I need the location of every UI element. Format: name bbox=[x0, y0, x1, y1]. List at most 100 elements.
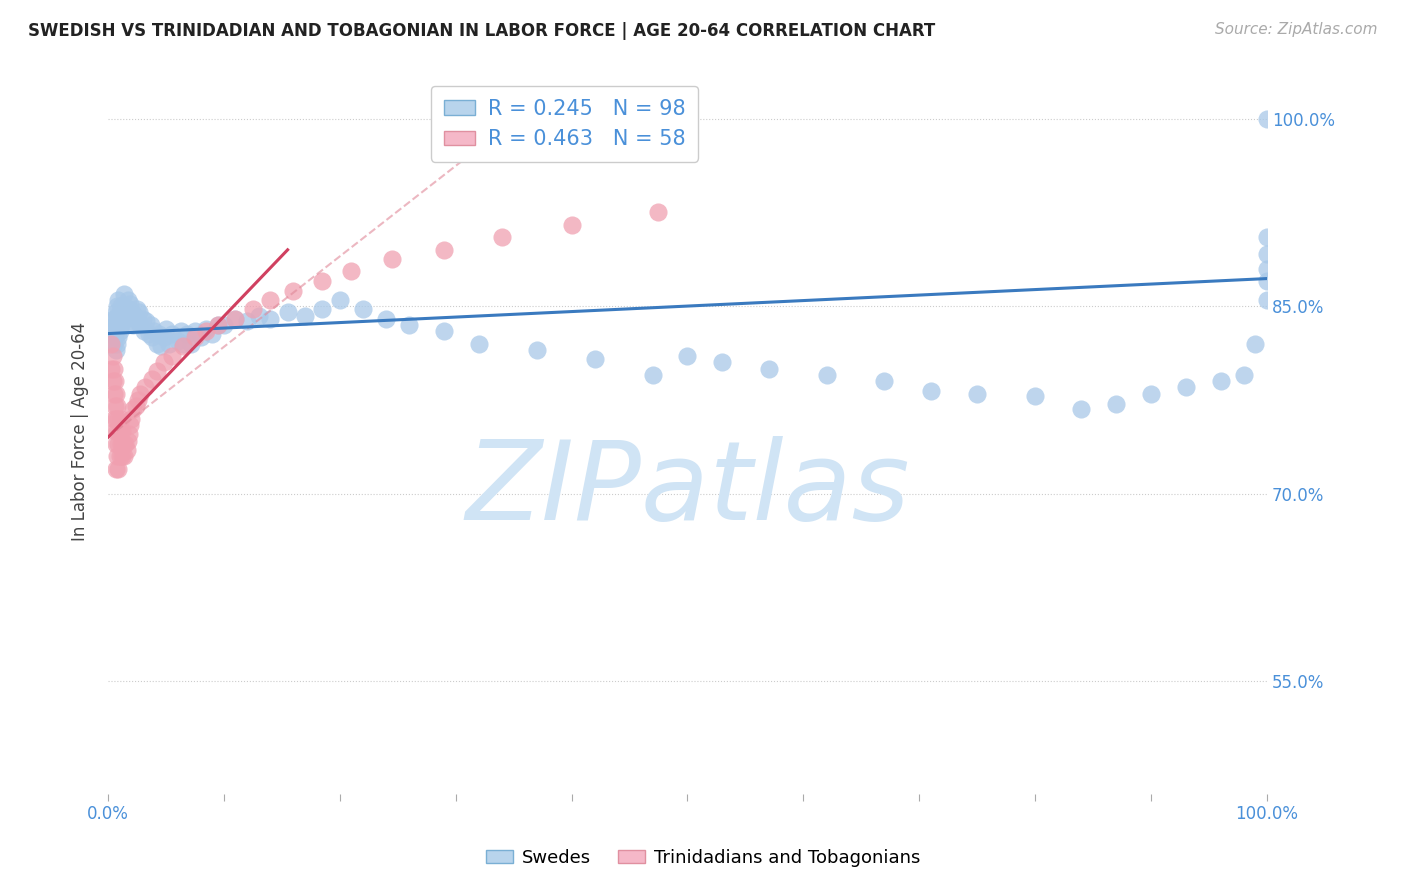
Swedes bbox=[873, 374, 896, 388]
Swedes bbox=[150, 339, 173, 353]
Swedes bbox=[1105, 396, 1128, 410]
Trinidadians and Tobagonians bbox=[101, 349, 124, 363]
Swedes bbox=[641, 368, 664, 382]
Swedes bbox=[112, 305, 135, 319]
Trinidadians and Tobagonians bbox=[125, 399, 148, 413]
Swedes bbox=[1174, 380, 1197, 394]
Swedes bbox=[1209, 374, 1232, 388]
Trinidadians and Tobagonians bbox=[100, 361, 122, 376]
Swedes bbox=[758, 361, 780, 376]
Swedes bbox=[1256, 246, 1278, 260]
Swedes bbox=[172, 336, 194, 351]
Swedes bbox=[129, 318, 152, 332]
Swedes bbox=[105, 324, 128, 338]
Swedes bbox=[1256, 230, 1278, 244]
Swedes bbox=[117, 293, 139, 307]
Trinidadians and Tobagonians bbox=[112, 449, 135, 463]
Trinidadians and Tobagonians bbox=[242, 301, 264, 316]
Swedes bbox=[101, 311, 124, 326]
Trinidadians and Tobagonians bbox=[105, 399, 128, 413]
Trinidadians and Tobagonians bbox=[108, 424, 131, 438]
Swedes bbox=[114, 311, 136, 326]
Swedes bbox=[1233, 368, 1256, 382]
Swedes bbox=[105, 299, 128, 313]
Trinidadians and Tobagonians bbox=[107, 436, 129, 450]
Swedes bbox=[155, 321, 177, 335]
Text: SWEDISH VS TRINIDADIAN AND TOBAGONIAN IN LABOR FORCE | AGE 20-64 CORRELATION CHA: SWEDISH VS TRINIDADIAN AND TOBAGONIAN IN… bbox=[28, 22, 935, 40]
Trinidadians and Tobagonians bbox=[129, 386, 152, 401]
Swedes bbox=[1024, 389, 1046, 403]
Swedes bbox=[1256, 274, 1278, 288]
Swedes bbox=[259, 311, 281, 326]
Trinidadians and Tobagonians bbox=[120, 411, 142, 425]
Text: Source: ZipAtlas.com: Source: ZipAtlas.com bbox=[1215, 22, 1378, 37]
Swedes bbox=[141, 330, 163, 344]
Trinidadians and Tobagonians bbox=[195, 324, 218, 338]
Trinidadians and Tobagonians bbox=[184, 330, 207, 344]
Trinidadians and Tobagonians bbox=[647, 205, 669, 219]
Y-axis label: In Labor Force | Age 20-64: In Labor Force | Age 20-64 bbox=[72, 321, 89, 541]
Swedes bbox=[294, 309, 316, 323]
Trinidadians and Tobagonians bbox=[141, 371, 163, 385]
Trinidadians and Tobagonians bbox=[114, 436, 136, 450]
Swedes bbox=[1244, 336, 1267, 351]
Swedes bbox=[124, 309, 146, 323]
Swedes bbox=[110, 299, 132, 313]
Swedes bbox=[115, 305, 138, 319]
Trinidadians and Tobagonians bbox=[105, 436, 128, 450]
Swedes bbox=[207, 318, 229, 332]
Swedes bbox=[105, 343, 128, 357]
Swedes bbox=[1256, 293, 1278, 307]
Swedes bbox=[105, 305, 128, 319]
Swedes bbox=[176, 326, 198, 341]
Text: ZIPatlas: ZIPatlas bbox=[465, 435, 910, 542]
Swedes bbox=[135, 314, 157, 328]
Swedes bbox=[125, 301, 148, 316]
Legend: Swedes, Trinidadians and Tobagonians: Swedes, Trinidadians and Tobagonians bbox=[478, 842, 928, 874]
Trinidadians and Tobagonians bbox=[207, 318, 229, 332]
Swedes bbox=[676, 349, 699, 363]
Swedes bbox=[160, 326, 183, 341]
Swedes bbox=[352, 301, 374, 316]
Swedes bbox=[329, 293, 352, 307]
Swedes bbox=[1070, 401, 1092, 416]
Swedes bbox=[468, 336, 491, 351]
Swedes bbox=[375, 311, 398, 326]
Trinidadians and Tobagonians bbox=[561, 218, 583, 232]
Swedes bbox=[107, 330, 129, 344]
Swedes bbox=[526, 343, 548, 357]
Swedes bbox=[122, 318, 145, 332]
Swedes bbox=[190, 330, 212, 344]
Swedes bbox=[121, 305, 143, 319]
Trinidadians and Tobagonians bbox=[104, 374, 127, 388]
Swedes bbox=[277, 305, 299, 319]
Trinidadians and Tobagonians bbox=[103, 411, 125, 425]
Swedes bbox=[145, 336, 167, 351]
Trinidadians and Tobagonians bbox=[104, 399, 127, 413]
Swedes bbox=[107, 311, 129, 326]
Swedes bbox=[224, 311, 246, 326]
Trinidadians and Tobagonians bbox=[160, 349, 183, 363]
Swedes bbox=[433, 324, 456, 338]
Trinidadians and Tobagonians bbox=[491, 230, 513, 244]
Trinidadians and Tobagonians bbox=[118, 426, 141, 441]
Swedes bbox=[103, 336, 125, 351]
Trinidadians and Tobagonians bbox=[108, 449, 131, 463]
Trinidadians and Tobagonians bbox=[259, 293, 281, 307]
Trinidadians and Tobagonians bbox=[283, 284, 305, 298]
Swedes bbox=[105, 336, 128, 351]
Swedes bbox=[111, 311, 134, 326]
Trinidadians and Tobagonians bbox=[127, 392, 149, 407]
Trinidadians and Tobagonians bbox=[112, 436, 135, 450]
Swedes bbox=[132, 311, 155, 326]
Swedes bbox=[157, 336, 180, 351]
Swedes bbox=[138, 326, 160, 341]
Swedes bbox=[108, 324, 131, 338]
Swedes bbox=[128, 305, 150, 319]
Trinidadians and Tobagonians bbox=[105, 424, 128, 438]
Swedes bbox=[105, 318, 128, 332]
Swedes bbox=[132, 324, 155, 338]
Trinidadians and Tobagonians bbox=[107, 461, 129, 475]
Trinidadians and Tobagonians bbox=[105, 411, 128, 425]
Swedes bbox=[152, 330, 174, 344]
